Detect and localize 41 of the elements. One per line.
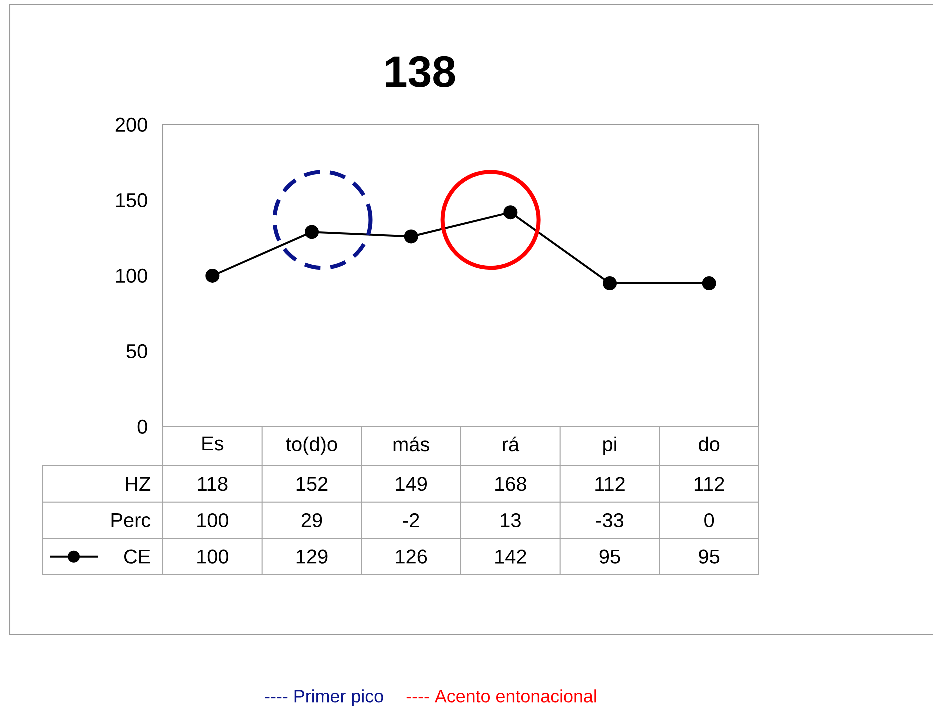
text: ---- Primer pico [265, 690, 384, 706]
y-tick-label: 0 [138, 420, 148, 434]
point [702, 276, 716, 291]
text: 112 [596, 477, 625, 492]
text: 149 [396, 477, 428, 492]
data-label: 126 [396, 550, 428, 564]
text: -2 [403, 514, 420, 528]
x-tick-label: to(d)o [286, 436, 338, 456]
point [206, 268, 220, 283]
data-label: 95 [600, 550, 620, 564]
text: 13 [501, 513, 521, 528]
legend-label: CE [124, 550, 150, 564]
point [504, 206, 518, 220]
text: 118 [198, 477, 228, 492]
x-tick-label: pi [604, 436, 616, 456]
text: 0 [704, 513, 714, 528]
text: ---- Acento entonacional [406, 690, 596, 703]
text: 152 [296, 477, 328, 492]
x-tick-label: Es [202, 436, 224, 451]
data-label: 129 [296, 550, 328, 564]
text: 100 [198, 513, 229, 528]
point [305, 225, 320, 240]
point [404, 230, 418, 244]
y-tick-label: 100 [116, 268, 148, 284]
text: 29 [302, 513, 322, 528]
x-tick-label: do [699, 436, 720, 452]
y-tick-label: 200 [116, 118, 148, 132]
x-tick-label: rá [503, 436, 520, 452]
y-tick-label: 150 [116, 193, 148, 208]
text: 112 [694, 477, 724, 492]
point [603, 276, 618, 291]
text: HZ [126, 477, 151, 492]
x-tick-label: más [394, 436, 430, 452]
text: 168 [496, 477, 526, 492]
text: -33 [596, 513, 624, 528]
data-label: 100 [198, 550, 229, 564]
data-label: 142 [496, 550, 526, 564]
y-tick-label: 50 [126, 344, 148, 359]
text: Perc [112, 514, 151, 528]
chart-title: 138 [386, 56, 456, 88]
data-label: 95 [699, 550, 720, 564]
